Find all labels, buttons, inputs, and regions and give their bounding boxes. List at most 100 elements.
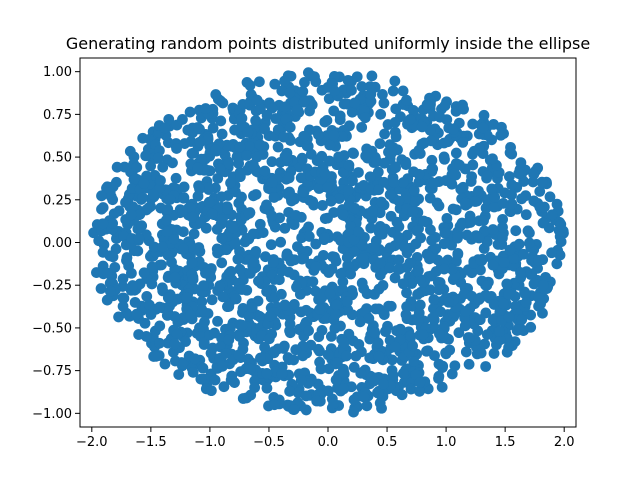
scatter-point (154, 320, 166, 332)
scatter-point (453, 327, 465, 339)
scatter-point (365, 88, 377, 100)
scatter-point (355, 367, 367, 379)
scatter-point (497, 221, 508, 233)
scatter-point (374, 257, 386, 269)
scatter-point (434, 328, 445, 340)
scatter-point (412, 265, 424, 277)
scatter-point (488, 348, 500, 359)
scatter-point (298, 130, 310, 142)
scatter-point (400, 309, 412, 320)
scatter-point (356, 121, 368, 133)
scatter-point (436, 381, 448, 393)
scatter-point (406, 278, 418, 289)
scatter-point (321, 182, 333, 193)
scatter-point (216, 214, 228, 225)
scatter-point (378, 176, 390, 188)
scatter-point (120, 197, 131, 208)
scatter-point (129, 296, 141, 308)
scatter-point (313, 331, 325, 343)
scatter-point (384, 242, 396, 254)
scatter-point (386, 147, 397, 159)
scatter-point (212, 172, 224, 184)
scatter-point (239, 236, 251, 248)
scatter-point (189, 353, 201, 365)
scatter-point (503, 289, 515, 300)
scatter-point (392, 264, 404, 276)
scatter-point (324, 139, 336, 151)
scatter-point (310, 261, 322, 273)
scatter-point (216, 128, 228, 140)
scatter-point (280, 113, 292, 125)
scatter-point (235, 168, 246, 180)
scatter-point (349, 97, 361, 109)
scatter-point (181, 292, 193, 304)
scatter-point (212, 315, 223, 327)
scatter-point (268, 192, 280, 203)
scatter-point (214, 163, 226, 175)
scatter-point (319, 232, 330, 243)
scatter-point (466, 267, 478, 279)
scatter-point (438, 137, 450, 149)
scatter-point (440, 347, 452, 359)
scatter-point (200, 267, 211, 279)
scatter-point (292, 241, 303, 253)
scatter-point (131, 161, 143, 173)
scatter-point (347, 175, 358, 187)
scatter-point (167, 157, 178, 169)
scatter-point (196, 303, 208, 315)
scatter-point (417, 329, 429, 341)
scatter-point (290, 344, 302, 356)
scatter-point (303, 231, 315, 242)
scatter-point (481, 279, 493, 291)
scatter-point (487, 153, 498, 165)
y-tick-label: −0.75 (32, 364, 72, 379)
scatter-point (198, 280, 209, 291)
x-tick-label: −2.0 (76, 435, 108, 450)
scatter-point (157, 241, 168, 253)
scatter-point (310, 238, 322, 250)
scatter-point (147, 189, 159, 200)
scatter-point (338, 383, 349, 395)
scatter-point (363, 313, 375, 324)
scatter-point (474, 314, 486, 326)
scatter-point (338, 367, 350, 379)
scatter-point (325, 331, 337, 342)
scatter-point (325, 195, 337, 207)
scatter-point (276, 368, 288, 380)
scatter-point (170, 355, 181, 367)
scatter-point (518, 248, 529, 260)
scatter-point (288, 404, 300, 415)
scatter-point (335, 268, 347, 280)
scatter-point (480, 361, 492, 372)
scatter-point (323, 363, 335, 375)
scatter-point (424, 192, 436, 204)
scatter-point (430, 243, 442, 255)
scatter-point (546, 209, 558, 221)
scatter-point (520, 209, 532, 221)
scatter-point (337, 209, 349, 220)
scatter-point (413, 176, 425, 188)
scatter-point (283, 172, 295, 184)
scatter-point (393, 231, 404, 243)
scatter-point (343, 159, 355, 171)
scatter-point (334, 110, 346, 122)
scatter-point (513, 168, 525, 179)
scatter-point (131, 308, 143, 320)
scatter-point (162, 292, 174, 304)
scatter-point (412, 289, 423, 300)
scatter-point (171, 143, 182, 154)
scatter-point (405, 330, 416, 342)
scatter-point (303, 325, 314, 337)
scatter-point (515, 267, 526, 278)
scatter-point (389, 117, 401, 128)
scatter-point (241, 149, 253, 161)
x-tick-label: 0.0 (318, 435, 339, 450)
scatter-point (322, 385, 334, 397)
scatter-point (488, 118, 499, 130)
scatter-point (525, 321, 537, 333)
scatter-point (198, 337, 210, 348)
scatter-point (217, 291, 229, 303)
scatter-point (250, 189, 262, 200)
scatter-point (410, 238, 422, 250)
scatter-point (161, 226, 173, 238)
